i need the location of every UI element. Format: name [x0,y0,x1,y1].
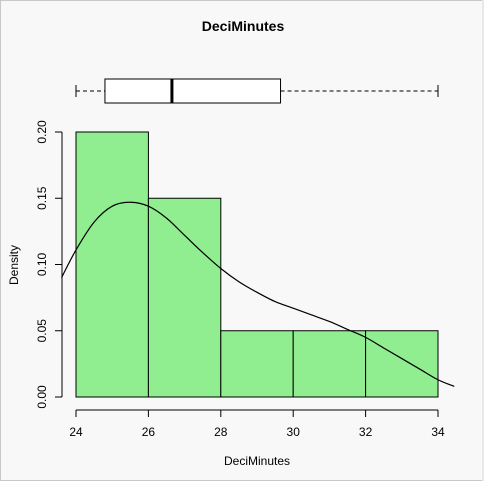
histogram-bar-1 [75,131,149,398]
histogram-bar-3 [220,330,294,398]
x-axis: 24 26 28 30 32 34 [69,409,445,439]
y-axis-label: Density [7,245,21,285]
x-tick-label-30: 30 [287,425,301,439]
x-tick-label-34: 34 [431,425,445,439]
y-axis: 0.00 0.05 0.10 0.15 0.20 [35,120,63,409]
histogram-bar-5 [365,330,439,398]
boxplot [75,78,439,104]
y-tick-label-0.00: 0.00 [35,385,49,409]
histogram-bar-2 [147,197,222,398]
x-axis-label: DeciMinutes [224,454,290,468]
x-tick-label-24: 24 [69,425,83,439]
y-tick-label-0.05: 0.05 [35,319,49,343]
y-tick-label-0.15: 0.15 [35,186,49,210]
histogram-bar-4 [292,330,367,398]
y-tick-label-0.10: 0.10 [35,252,49,276]
x-tick-label-26: 26 [142,425,156,439]
y-tick-label-0.20: 0.20 [35,120,49,144]
chart-title: DeciMinutes [202,18,285,34]
boxplot-box [104,78,282,104]
histogram-bars [75,131,439,398]
density-curve-layer [60,201,455,387]
density-curve [60,201,455,387]
x-tick-label-32: 32 [359,425,373,439]
window-edge [482,0,484,481]
x-tick-label-28: 28 [214,425,228,439]
